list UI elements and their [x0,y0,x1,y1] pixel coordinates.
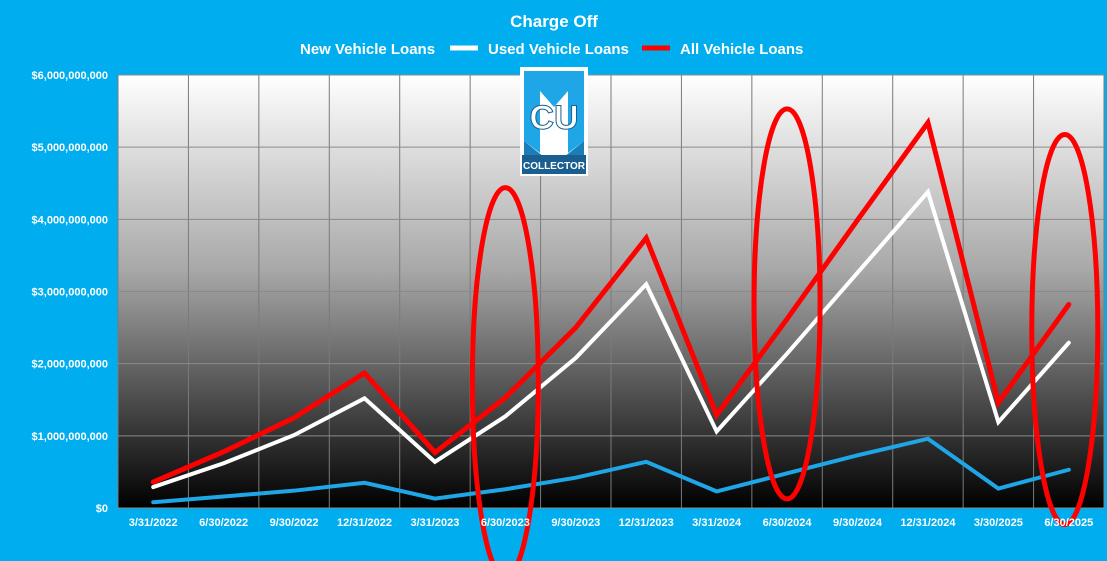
x-tick-label: 6/30/2022 [199,517,248,529]
x-tick-label: 12/31/2022 [337,517,392,529]
x-tick-label: 12/31/2024 [900,517,956,529]
x-tick-label: 3/31/2022 [129,517,178,529]
x-tick-label: 9/30/2024 [833,517,883,529]
x-tick-label: 6/30/2024 [763,517,813,529]
cu-collector-logo: COLLECTOR CU [520,67,588,176]
x-tick-label: 9/30/2022 [270,517,319,529]
legend: New Vehicle Loans Used Vehicle Loans All V… [300,41,803,58]
x-tick-label: 6/30/2023 [481,517,530,529]
legend-label: New Vehicle Loans [300,41,435,58]
highlight-oval [469,185,541,561]
highlight-oval [1029,131,1101,527]
logo-shield [524,71,584,153]
x-tick-label: 3/31/2023 [410,517,459,529]
x-tick-label: 3/30/2025 [974,517,1023,529]
y-tick-label: $5,000,000,000 [32,142,108,154]
x-tick-label: 9/30/2023 [551,517,600,529]
series-line-used-vehicle-loans [151,187,1071,490]
x-tick-label: 6/30/2025 [1044,517,1093,529]
gridlines [117,74,1105,509]
y-tick-label: $4,000,000,000 [32,214,108,226]
highlight-oval [751,106,823,502]
x-tick-label: 3/31/2024 [692,517,742,529]
legend-label: Used Vehicle Loans [488,41,629,58]
series-lines [150,116,1072,505]
y-tick-label: $3,000,000,000 [32,287,108,299]
logo-wordmark: COLLECTOR [523,161,586,172]
x-tick-label: 12/31/2023 [619,517,674,529]
y-tick-label: $1,000,000,000 [32,431,108,443]
logo-banner [522,155,586,174]
y-tick-label: $0 [96,503,108,515]
y-axis-ticks: $0 $1,000,000,000 $2,000,000,000 $3,000,000… [32,70,108,515]
highlight-ovals [469,106,1101,561]
y-tick-label: $2,000,000,000 [32,359,108,371]
legend-label: All Vehicle Loans [680,41,803,58]
y-tick-label: $6,000,000,000 [32,70,108,82]
x-axis-ticks: 3/31/2022 6/30/2022 9/30/2022 12/31/2022 3/3… [129,517,1094,529]
series-line-new-vehicle-loans [151,436,1071,505]
series-line-all-vehicle-loans [150,116,1072,485]
chart-title: Charge Off [510,12,598,31]
logo-monogram: CU [529,99,578,137]
